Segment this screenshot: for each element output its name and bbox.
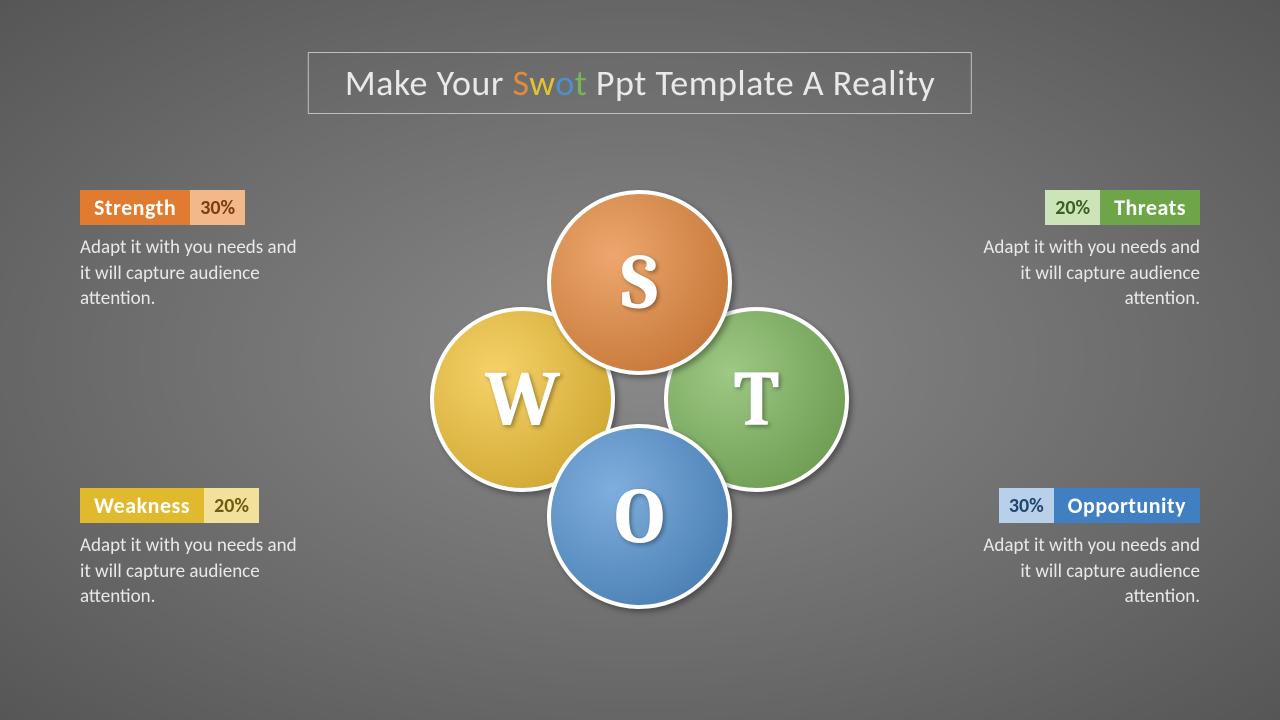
- badge-row-strength: Strength 30%: [80, 190, 310, 225]
- title-w: w: [529, 61, 555, 105]
- page-title: Make Your Swot Ppt Template A Reality: [308, 52, 972, 114]
- title-s: S: [513, 61, 530, 105]
- letter-s: S: [621, 238, 658, 328]
- title-suffix: Ppt Template A Reality: [587, 61, 935, 105]
- quad-weakness: Weakness 20% Adapt it with you needs and…: [80, 488, 310, 610]
- badge-row-opportunity: Opportunity 30%: [970, 488, 1200, 523]
- quad-threats: Threats 20% Adapt it with you needs and …: [970, 190, 1200, 312]
- circle-opportunity: O: [547, 424, 732, 609]
- threats-label: Threats: [1100, 190, 1200, 225]
- weakness-label: Weakness: [80, 488, 204, 523]
- letter-w: W: [485, 355, 560, 445]
- strength-label: Strength: [80, 190, 190, 225]
- quad-opportunity: Opportunity 30% Adapt it with you needs …: [970, 488, 1200, 610]
- strength-pct: 30%: [190, 190, 245, 225]
- opportunity-pct: 30%: [999, 488, 1054, 523]
- title-o: o: [555, 61, 574, 105]
- quad-strength: Strength 30% Adapt it with you needs and…: [80, 190, 310, 312]
- weakness-pct: 20%: [204, 488, 259, 523]
- threats-desc: Adapt it with you needs and it will capt…: [970, 235, 1200, 312]
- threats-pct: 20%: [1045, 190, 1100, 225]
- opportunity-label: Opportunity: [1054, 488, 1200, 523]
- title-prefix: Make Your: [345, 61, 513, 105]
- strength-desc: Adapt it with you needs and it will capt…: [80, 235, 310, 312]
- letter-t: T: [734, 355, 780, 445]
- title-t: t: [575, 61, 588, 105]
- opportunity-desc: Adapt it with you needs and it will capt…: [970, 533, 1200, 610]
- letter-o: O: [614, 472, 664, 562]
- swot-diagram: T W O S: [430, 190, 850, 610]
- badge-row-threats: Threats 20%: [970, 190, 1200, 225]
- weakness-desc: Adapt it with you needs and it will capt…: [80, 533, 310, 610]
- circle-strength: S: [547, 190, 732, 375]
- badge-row-weakness: Weakness 20%: [80, 488, 310, 523]
